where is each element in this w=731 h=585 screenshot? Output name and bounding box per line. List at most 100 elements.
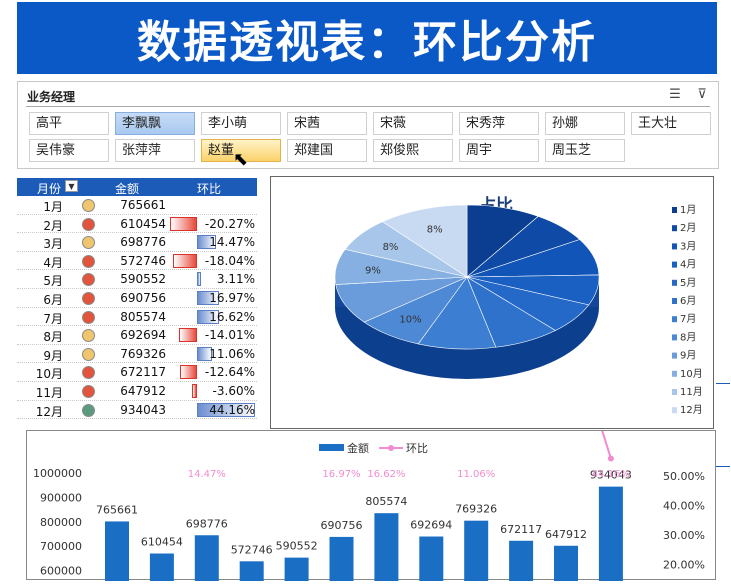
legend-swatch <box>672 207 677 213</box>
bar-value-label: 647912 <box>545 528 587 541</box>
slicer-item[interactable]: 孙娜 <box>545 112 625 135</box>
slicer-item[interactable]: 宋薇 <box>373 112 453 135</box>
sheet-line <box>716 383 730 384</box>
legend-swatch <box>672 389 677 395</box>
amount-cell: 647912 <box>120 383 166 398</box>
table-row: 4月 572746 -18.04% <box>17 252 257 271</box>
amount-cell: 690756 <box>120 290 166 305</box>
y2-tick-label: 40.00% <box>663 500 705 513</box>
amount-cell: 590552 <box>120 272 166 287</box>
status-dot-icon <box>82 291 95 305</box>
multi-select-icon[interactable]: ☰ <box>669 87 681 102</box>
month-cell: 11月 <box>35 385 63 400</box>
filter-dropdown-icon[interactable]: ▼ <box>65 180 78 192</box>
clear-filter-icon[interactable]: ⊽ <box>697 87 707 102</box>
status-dot-icon <box>82 254 95 268</box>
slicer-divider <box>26 106 710 107</box>
slicer-title: 业务经理 <box>27 90 76 104</box>
pie-slice-label: 8% <box>427 224 443 235</box>
legend-label: 3月 <box>680 240 696 252</box>
month-cell: 12月 <box>35 404 63 419</box>
legend-label: 8月 <box>680 331 696 343</box>
status-dot-icon <box>82 403 95 417</box>
bar-value-label: 698776 <box>186 517 228 530</box>
slicer-item[interactable]: 吴伟豪 <box>29 139 109 162</box>
bar <box>598 486 623 585</box>
slicer-item[interactable]: 郑建国 <box>287 139 367 162</box>
mouse-cursor-icon: ⬉ <box>233 149 249 170</box>
amount-cell: 765661 <box>120 198 166 212</box>
data-bar <box>197 290 220 305</box>
mom-cell: 14.47% <box>209 235 255 250</box>
table-row: 11月 647912 -3.60% <box>17 382 257 401</box>
table-row: 3月 698776 14.47% <box>17 233 257 252</box>
bar-value-label: 610454 <box>141 536 183 549</box>
legend-label: 1月 <box>680 204 696 216</box>
data-bar <box>180 365 197 380</box>
status-dot-icon <box>82 329 95 343</box>
slicer-item[interactable]: 宋茜 <box>287 112 367 135</box>
bar-value-label: 769326 <box>455 503 497 516</box>
month-cell: 10月 <box>35 367 63 382</box>
bar <box>149 553 174 585</box>
table-row: 8月 692694 -14.01% <box>17 326 257 345</box>
slicer-item[interactable]: 高平 <box>29 112 109 135</box>
slicer-item[interactable]: 李飘飘 <box>115 112 195 135</box>
combo-chart-area: 金额 环比 1000000 900000 800000 700000 600000 50.00… <box>26 264 716 585</box>
table-row: 1月 765661 <box>17 196 257 215</box>
slicer-item[interactable]: 周宇 <box>459 139 539 162</box>
legend-label: 12月 <box>680 404 703 416</box>
legend-label: 2月 <box>680 222 696 234</box>
data-bar <box>197 235 216 250</box>
slicer-item[interactable]: 赵董 <box>201 139 281 162</box>
bar-value-label: 572746 <box>231 543 273 556</box>
header-amount: 金额 <box>115 182 140 196</box>
amount-cell: 672117 <box>120 365 166 380</box>
legend-label: 4月 <box>680 259 696 271</box>
y-tick-label: 900000 <box>40 491 82 504</box>
data-bar <box>178 328 197 343</box>
data-bar <box>197 272 202 287</box>
page-title: 数据透视表：环比分析 <box>137 17 597 68</box>
legend-swatch <box>672 261 677 268</box>
slicer-item[interactable]: 郑俊熙 <box>373 139 453 162</box>
legend-label: 环比 <box>406 442 428 455</box>
status-dot-icon <box>82 236 95 250</box>
title-banner: 数据透视表：环比分析 <box>17 2 717 74</box>
mom-cell: -18.04% <box>204 253 255 268</box>
slicer-item[interactable]: 王大壮 <box>631 112 711 135</box>
slicer-item[interactable]: 张萍萍 <box>115 139 195 162</box>
table-row: 6月 690756 16.97% <box>17 289 257 308</box>
slicer-item[interactable]: 宋秀萍 <box>459 112 539 135</box>
combo-chart: 金额 环比 1000000 900000 800000 700000 600000 50.00… <box>33 264 705 585</box>
mom-point-label: 14.47% <box>188 469 226 480</box>
mom-cell: -20.27% <box>204 216 255 231</box>
month-cell: 4月 <box>43 255 63 270</box>
salesperson-slicer: 业务经理 ☰ ⊽ 高平 李飘飘 李小萌 宋茜 宋薇 宋秀萍 孙娜 王大壮吴伟豪 张萍萍 赵董 郑建国… <box>17 81 719 169</box>
table-row: 5月 590552 3.11% <box>17 270 257 289</box>
status-dot-icon <box>82 217 95 231</box>
table-row: 7月 805574 16.62% <box>17 308 257 327</box>
mom-cell: 11.06% <box>209 346 255 361</box>
sheet-line <box>716 466 730 467</box>
amount-cell: 692694 <box>120 328 166 343</box>
legend-swatch <box>672 334 677 341</box>
status-dot-icon <box>82 273 95 287</box>
legend-swatch <box>672 243 677 250</box>
month-cell: 1月 <box>43 200 63 214</box>
slicer-item[interactable]: 周玉芝 <box>545 139 625 162</box>
pivot-table-header: 月份 ▼ 金额 环比 <box>17 178 257 196</box>
data-bar <box>197 309 219 324</box>
legend-swatch <box>672 279 677 286</box>
bar <box>464 520 489 585</box>
pie-slice <box>417 276 497 350</box>
month-cell: 5月 <box>43 274 63 289</box>
y-tick-label: 1000000 <box>33 467 82 480</box>
amount-cell: 610454 <box>120 216 166 231</box>
legend-label: 金额 <box>347 441 369 455</box>
mom-point-label: 11.06% <box>457 469 495 480</box>
mom-point <box>607 455 614 462</box>
slicer-item[interactable]: 李小萌 <box>201 112 281 135</box>
amount-cell: 805574 <box>120 309 166 324</box>
mom-point-label: 44.16% <box>592 469 630 480</box>
